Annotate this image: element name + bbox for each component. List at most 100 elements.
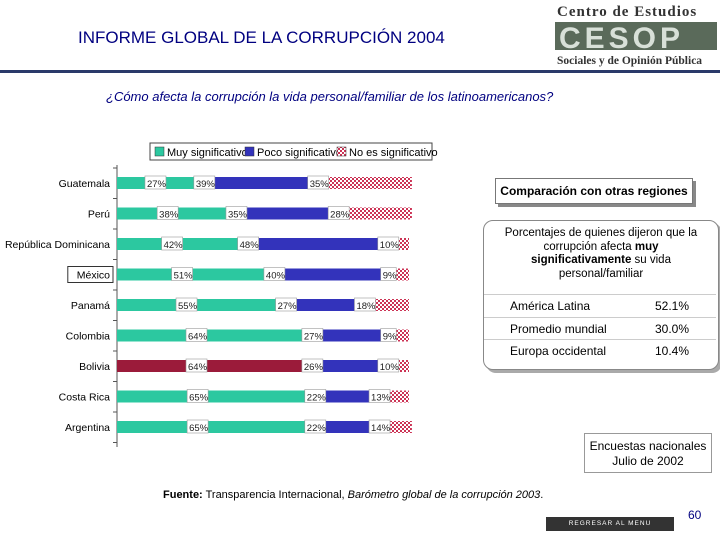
bar-segment	[309, 177, 412, 189]
chart-legend: Muy significativo Poco significativo No es…	[149, 142, 438, 161]
data-label-box	[354, 297, 376, 312]
data-label-box	[327, 206, 350, 220]
data-label: 64%	[188, 332, 208, 343]
data-label: 65%	[189, 423, 209, 434]
data-label: 35%	[228, 210, 248, 221]
data-label-box	[186, 419, 209, 434]
data-label: 22%	[307, 423, 327, 434]
data-label-box	[161, 236, 183, 251]
back-to-menu-button[interactable]: REGRESAR AL MENU PRINCIPAL	[546, 517, 674, 541]
page-title: INFORME GLOBAL DE LA CORRUPCIÓN 2004	[78, 28, 445, 47]
data-label: 65%	[189, 393, 209, 404]
data-label: 10%	[380, 240, 400, 251]
data-label: 27%	[147, 179, 167, 190]
legend-label: Muy significativo	[167, 147, 248, 159]
data-label: 14%	[371, 423, 391, 434]
data-label-box	[237, 236, 259, 251]
bar-segment	[330, 207, 412, 220]
data-label-box	[377, 236, 400, 251]
region-value: 52.1%	[655, 299, 690, 313]
data-label-box	[185, 328, 208, 342]
source-note: Fuente: Transparencia Internacional, Bar…	[163, 489, 544, 501]
category-label: Perú	[88, 209, 110, 221]
comparison-description: Porcentajes de quienes dijeron que la co…	[504, 227, 698, 280]
data-label-box	[156, 206, 179, 220]
data-label: 18%	[356, 301, 376, 312]
data-label: 39%	[196, 179, 216, 190]
category-label: Panamá	[71, 300, 110, 312]
region-value: 30.0%	[655, 322, 690, 336]
data-label: 9%	[383, 271, 397, 282]
logo-line2: Sociales y de Opinión Pública	[557, 55, 702, 67]
data-label: 55%	[178, 301, 198, 312]
bar-segment	[117, 360, 304, 372]
region-name: América Latina	[510, 299, 591, 313]
separator	[484, 294, 716, 295]
legend-label: Poco significativo	[257, 147, 342, 159]
data-label: 27%	[278, 301, 298, 312]
data-label-box	[263, 267, 286, 281]
data-label: 27%	[304, 332, 324, 343]
data-label-box	[225, 206, 248, 220]
comparison-box	[483, 220, 719, 370]
data-label: 64%	[188, 362, 208, 373]
data-label: 40%	[266, 271, 286, 282]
data-label-box	[275, 297, 297, 312]
region-row: Europa occidental 10.4%	[483, 340, 717, 361]
survey-line: Encuestas nacionales	[589, 439, 707, 453]
legend-swatch	[154, 146, 165, 157]
bar-segment	[117, 390, 307, 403]
bar-segment	[277, 299, 357, 311]
data-label: 22%	[307, 393, 327, 404]
header-rule	[0, 70, 720, 73]
data-label-box	[175, 297, 198, 312]
region-row: América Latina 52.1%	[483, 295, 717, 316]
data-label: 26%	[304, 362, 324, 373]
legend-swatch	[336, 146, 347, 157]
bar-segment	[303, 329, 383, 342]
category-label: México	[77, 270, 110, 282]
cesop-logo: Centro de Estudios CESOP Sociales y de O…	[555, 4, 717, 67]
stacked-bar-chart: Muy significativo Poco significativo No es…	[5, 142, 438, 447]
data-label: 48%	[240, 240, 260, 251]
logo-line1: Centro de Estudios	[557, 4, 697, 20]
bar-segment	[265, 268, 383, 281]
highlight-frame	[67, 266, 114, 283]
category-label: Argentina	[65, 422, 110, 434]
data-label-box	[185, 358, 208, 373]
bar-segment	[239, 238, 380, 250]
data-label-box	[304, 419, 327, 434]
survey-note: Encuestas nacionales Julio de 2002	[584, 433, 712, 473]
data-label-box	[368, 419, 391, 434]
data-label-box	[377, 358, 400, 373]
comparison-title: Comparación con otras regiones	[495, 178, 693, 204]
category-label: República Dominicana	[5, 239, 110, 251]
data-label-box	[144, 175, 167, 190]
separator	[484, 317, 716, 318]
data-label: 10%	[380, 362, 400, 373]
data-label: 35%	[310, 179, 330, 190]
chart-question: ¿Cómo afecta la corrupción la vida perso…	[106, 89, 554, 104]
separator	[484, 339, 716, 340]
data-label-box	[368, 389, 391, 403]
data-label-box	[304, 389, 327, 403]
region-row: Promedio mundial 30.0%	[483, 318, 717, 339]
logo-mark: CESOP	[559, 22, 684, 55]
data-label-box	[171, 267, 193, 281]
region-value: 10.4%	[655, 344, 690, 358]
legend-swatch	[244, 146, 255, 157]
data-label: 9%	[383, 332, 397, 343]
category-label: Costa Rica	[59, 392, 111, 404]
data-label-box	[301, 358, 324, 373]
data-label: 51%	[174, 271, 194, 282]
data-label: 38%	[159, 210, 179, 221]
bar-segment	[195, 177, 310, 189]
page-number: 60	[688, 508, 702, 522]
survey-date: Julio de 2002	[612, 454, 684, 468]
data-label: 28%	[330, 210, 350, 221]
data-label-box	[380, 328, 397, 342]
category-label: Guatemala	[59, 178, 111, 190]
data-label-box	[307, 175, 330, 190]
data-label-box	[301, 328, 324, 342]
data-label: 42%	[164, 240, 184, 251]
